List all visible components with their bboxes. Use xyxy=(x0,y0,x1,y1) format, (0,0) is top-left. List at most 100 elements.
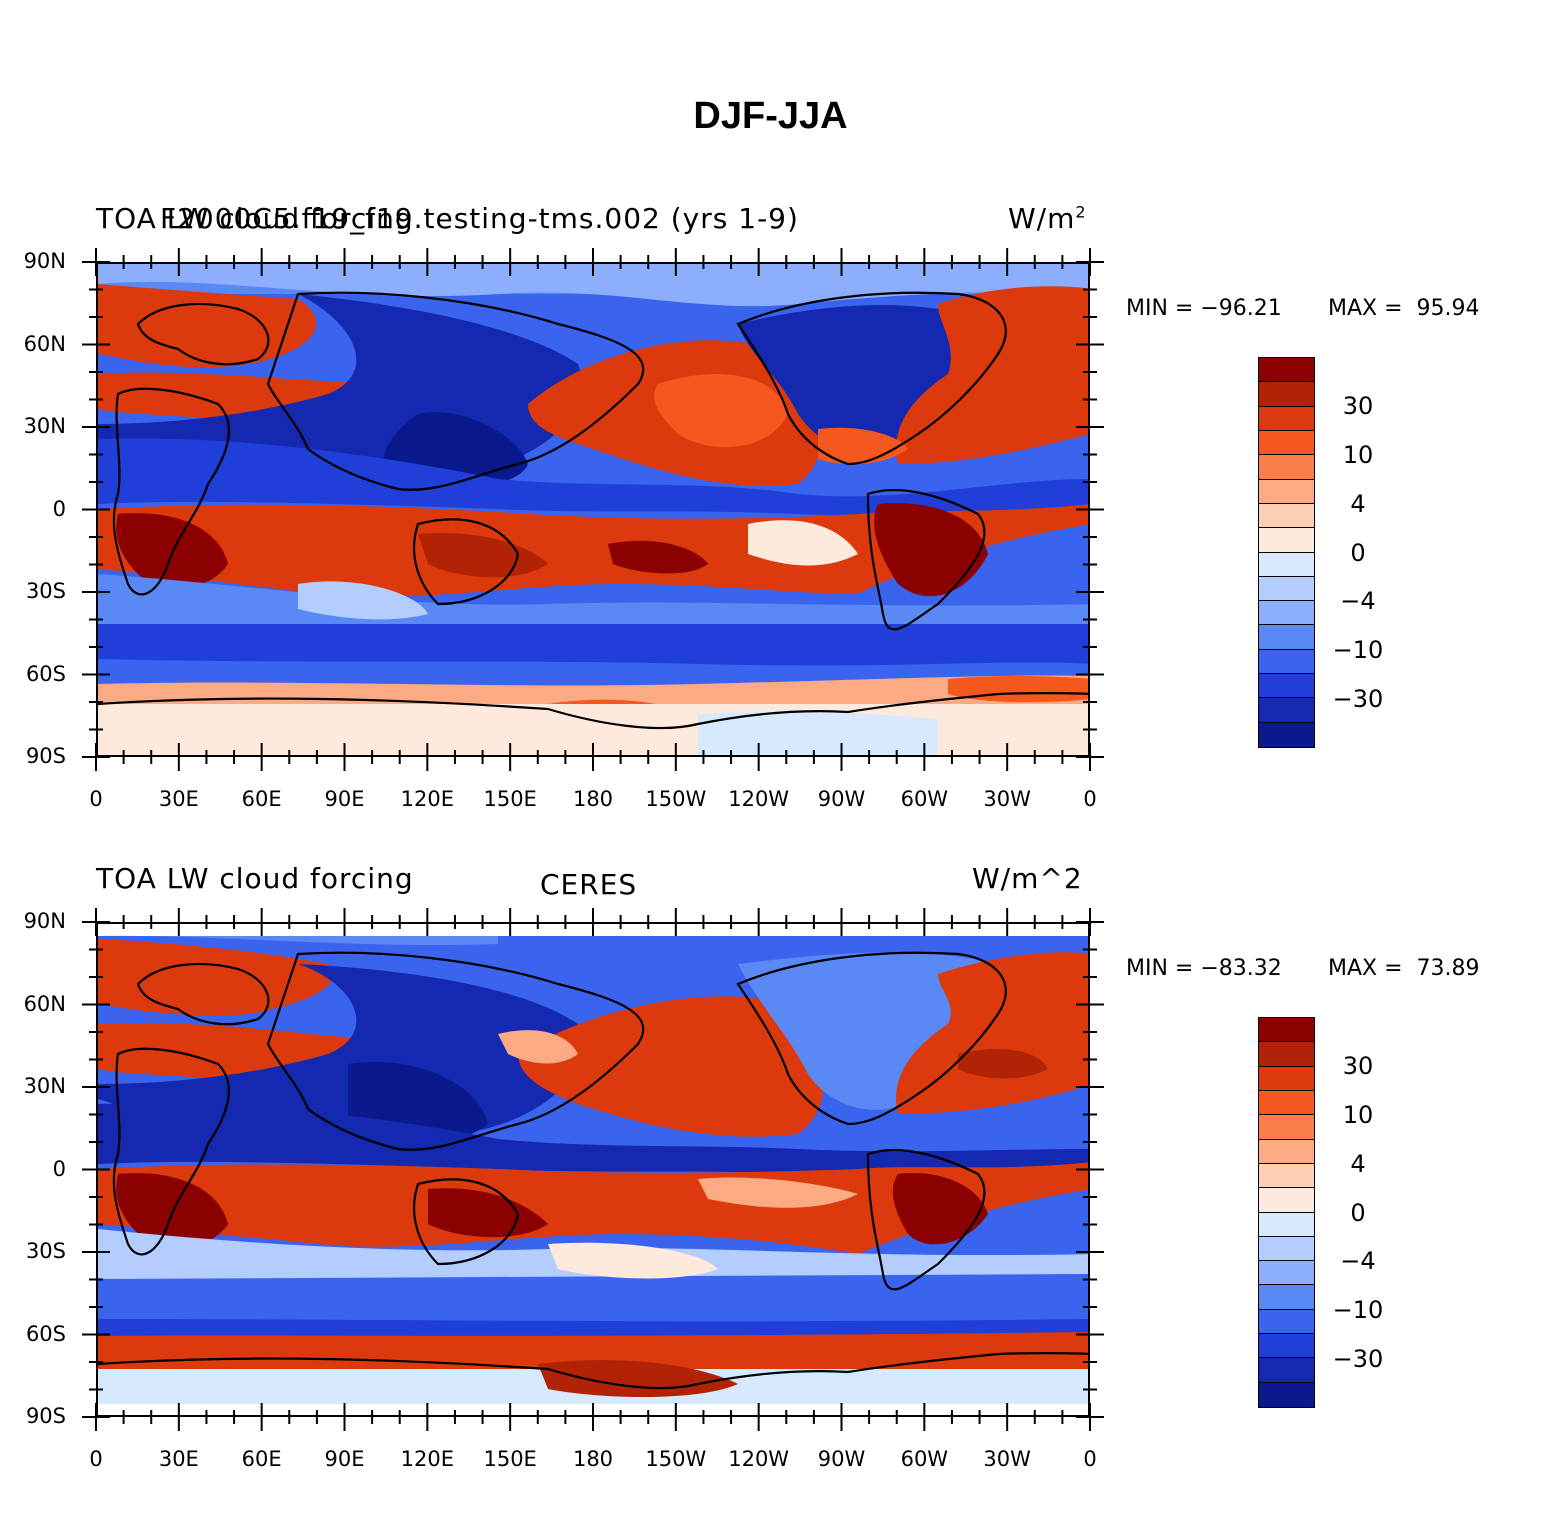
colorbar-tick-label: 10 xyxy=(1342,440,1374,469)
panel-2-min-label: MIN = −83.32 xyxy=(1126,956,1282,981)
colorbar-tick-label: −10 xyxy=(1332,636,1384,665)
colorbar-tick-label: 4 xyxy=(1350,1149,1366,1178)
colorbar-swatch xyxy=(1259,722,1314,747)
lon-tick-label: 180 xyxy=(572,787,614,811)
colorbar-swatch xyxy=(1259,455,1314,480)
colorbar-swatch xyxy=(1259,1139,1314,1164)
lon-tick-label: 120E xyxy=(400,787,454,811)
lat-tick-label: 30N xyxy=(23,414,66,438)
lat-tick-label: 60S xyxy=(25,661,66,686)
lat-tick-label: 30N xyxy=(23,1074,66,1098)
colorbar-swatch xyxy=(1259,358,1314,383)
lat-tick-label: 0 xyxy=(52,496,66,521)
lat-tick-label: 30S xyxy=(25,1239,66,1263)
lon-tick-label: 150E xyxy=(483,1447,537,1471)
colorbar-tick-label: 0 xyxy=(1350,1198,1366,1227)
figure-title: DJF-JJA xyxy=(693,95,848,137)
colorbar-swatch xyxy=(1259,1382,1314,1407)
colorbar-swatch xyxy=(1259,1309,1314,1335)
colorbar-tick-label: 30 xyxy=(1342,1051,1374,1080)
lon-tick-label: 60E xyxy=(241,1447,282,1471)
panel-2-colorbar xyxy=(1258,1017,1315,1408)
colorbar-swatch xyxy=(1259,552,1314,577)
colorbar-swatch xyxy=(1259,1212,1314,1237)
colorbar-swatch xyxy=(1259,1358,1314,1383)
colorbar-swatch xyxy=(1259,1066,1314,1091)
colorbar-tick-label: −10 xyxy=(1332,1296,1384,1325)
colorbar-swatch xyxy=(1259,674,1314,699)
colorbar-swatch xyxy=(1259,1188,1314,1213)
colorbar-tick-label: 0 xyxy=(1350,538,1366,567)
panel-1-max-label: MAX = 95.94 xyxy=(1328,296,1480,321)
lon-tick-label: 90W xyxy=(817,1447,866,1471)
lon-tick-label: 120E xyxy=(400,1447,454,1471)
lat-tick-label: 60N xyxy=(23,331,66,356)
lat-tick-label: 0 xyxy=(52,1156,66,1181)
lon-tick-label: 150W xyxy=(645,1447,707,1471)
lon-tick-label: 60W xyxy=(900,787,949,811)
colorbar-swatch xyxy=(1259,1115,1314,1140)
colorbar-tick-label: −30 xyxy=(1332,685,1384,714)
colorbar-swatch xyxy=(1259,1236,1314,1262)
panel-2-max-label: MAX = 73.89 xyxy=(1328,956,1480,981)
lon-tick-label: 0 xyxy=(89,1447,103,1471)
lon-tick-label: 30E xyxy=(158,787,199,811)
colorbar-swatch xyxy=(1259,430,1314,456)
colorbar-swatch xyxy=(1259,406,1314,431)
lat-tick-label: 90N xyxy=(23,909,66,933)
colorbar-tick-label: 4 xyxy=(1350,489,1366,518)
colorbar-tick-label: −30 xyxy=(1332,1345,1384,1374)
lon-tick-label: 0 xyxy=(89,787,103,811)
lon-tick-label: 60W xyxy=(900,1447,949,1471)
colorbar-swatch xyxy=(1259,698,1314,723)
lat-tick-label: 90N xyxy=(23,249,66,273)
lon-tick-label: 90E xyxy=(324,787,365,811)
colorbar-swatch xyxy=(1259,1163,1314,1189)
panel-2-case-label: CERES xyxy=(540,868,638,901)
colorbar-swatch xyxy=(1259,649,1314,675)
colorbar-swatch xyxy=(1259,1285,1314,1310)
panel-1-min-label: MIN = −96.21 xyxy=(1126,296,1282,321)
colorbar-swatch xyxy=(1259,1090,1314,1116)
lat-tick-label: 30S xyxy=(25,579,66,603)
lon-tick-label: 180 xyxy=(572,1447,614,1471)
panel-2-map xyxy=(96,922,1090,1417)
colorbar-swatch xyxy=(1259,479,1314,504)
panel-1-units-label: W/m2 xyxy=(1008,202,1087,235)
panel-1-map xyxy=(96,262,1090,757)
colorbar-swatch xyxy=(1259,1261,1314,1286)
colorbar-swatch xyxy=(1259,1018,1314,1043)
panel-1-case-label: F2000C5.f19_f19.testing-tms.002 (yrs 1-9… xyxy=(160,202,799,235)
colorbar-tick-label: 10 xyxy=(1342,1100,1374,1129)
colorbar-swatch xyxy=(1259,601,1314,626)
colorbar-swatch xyxy=(1259,1334,1314,1359)
lon-tick-label: 30W xyxy=(983,787,1031,811)
lat-tick-label: 90S xyxy=(25,744,66,768)
lon-tick-label: 0 xyxy=(1083,1447,1097,1471)
lon-tick-label: 150E xyxy=(483,787,537,811)
colorbar-swatch xyxy=(1259,528,1314,553)
lon-tick-label: 90W xyxy=(817,787,866,811)
lat-tick-label: 60S xyxy=(25,1321,66,1346)
colorbar-swatch xyxy=(1259,382,1314,407)
lon-tick-label: 0 xyxy=(1083,787,1097,811)
panel-2-variable-label: TOA LW cloud forcing xyxy=(96,862,414,895)
lon-tick-label: 150W xyxy=(645,787,707,811)
lon-tick-label: 30W xyxy=(983,1447,1031,1471)
colorbar-tick-label: 30 xyxy=(1342,391,1374,420)
colorbar-swatch xyxy=(1259,625,1314,650)
lat-tick-label: 60N xyxy=(23,991,66,1016)
lon-tick-label: 90E xyxy=(324,1447,365,1471)
panel-1-variable-label: TOA LW cloud forcing xyxy=(96,202,414,235)
panel-1-colorbar xyxy=(1258,357,1315,748)
lat-tick-label: 90S xyxy=(25,1404,66,1428)
lon-tick-label: 120W xyxy=(728,1447,790,1471)
colorbar-tick-label: −4 xyxy=(1340,1247,1376,1276)
colorbar-swatch xyxy=(1259,576,1314,602)
panel-2-units-label: W/m^2 xyxy=(972,862,1083,895)
colorbar-tick-label: −4 xyxy=(1340,587,1376,616)
colorbar-swatch xyxy=(1259,1042,1314,1067)
colorbar-swatch xyxy=(1259,503,1314,529)
lon-tick-label: 30E xyxy=(158,1447,199,1471)
lon-tick-label: 120W xyxy=(728,787,790,811)
